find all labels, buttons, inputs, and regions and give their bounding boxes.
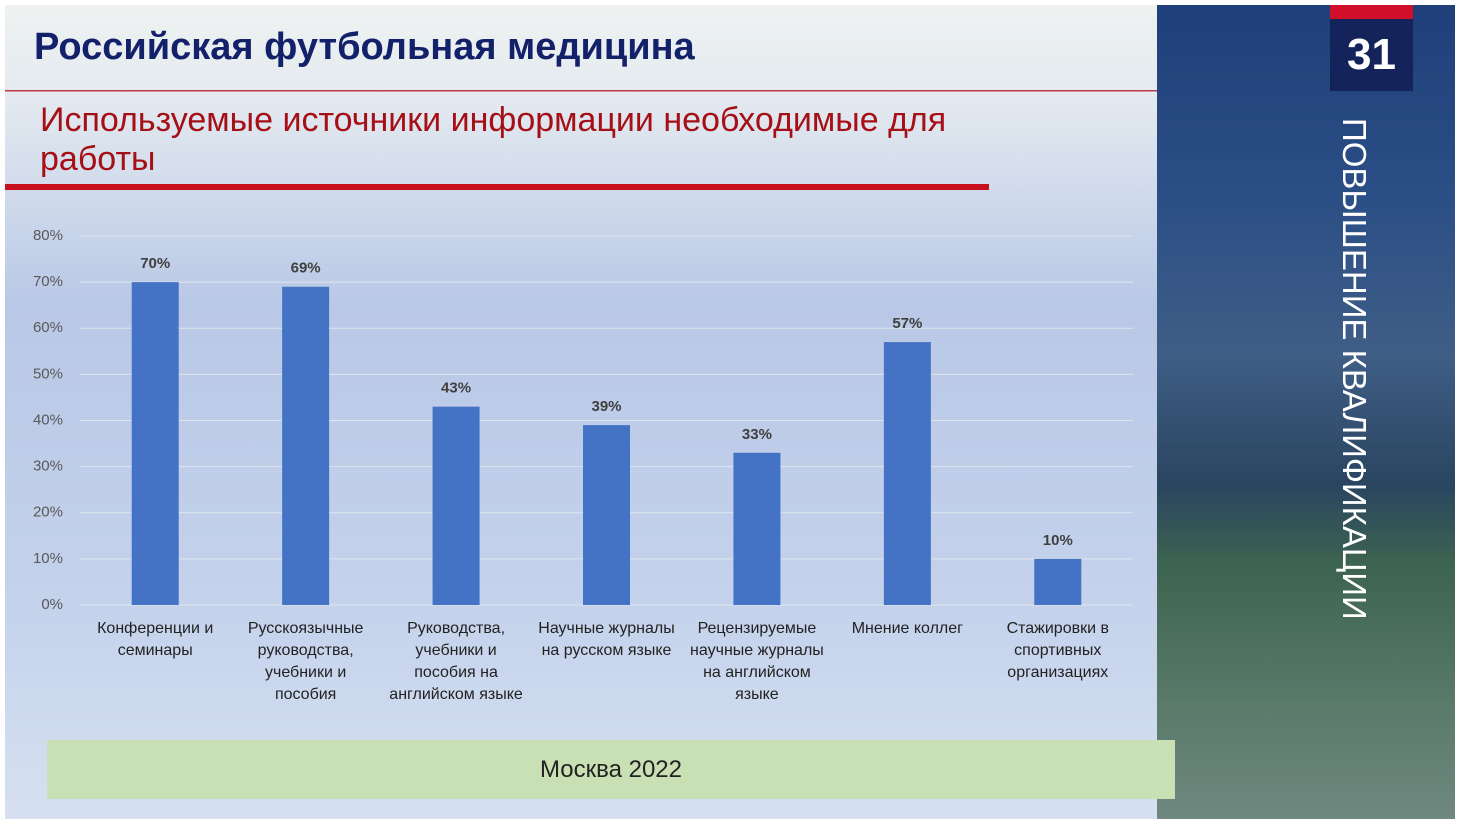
value-label: 69% — [291, 260, 321, 277]
divider — [5, 90, 1157, 92]
x-tick-label: Русскоязычные руководства, учебники и по… — [247, 620, 364, 703]
value-label: 70% — [140, 255, 170, 272]
x-tick-label: Мнение коллег — [851, 620, 963, 637]
y-tick-label: 10% — [33, 550, 63, 567]
chart-title: Используемые источники информации необхо… — [40, 101, 947, 178]
y-tick-label: 30% — [33, 458, 63, 475]
underline — [5, 184, 989, 190]
x-tick-label: Конференции и семинары — [97, 620, 214, 659]
footer: Москва 2022 — [47, 740, 1175, 799]
x-tick-label: Стажировки в спортивных организациях — [1006, 620, 1109, 681]
x-tick-label: Рецензируемые научные журналы на английс… — [690, 620, 824, 703]
value-label: 43% — [441, 380, 471, 397]
chart: 0% 10% 20% 30% 40% 50% 60% 70% 80% 70% 69% 43% 39% 33… — [5, 90, 1157, 613]
value-label: 39% — [591, 398, 621, 415]
value-label: 57% — [892, 315, 922, 332]
side-text: ПОВЫШЕНИЕ КВАЛИФИКАЦИИ — [1336, 118, 1373, 620]
bar — [131, 282, 179, 605]
value-label: 10% — [1043, 532, 1073, 549]
y-tick-label: 60% — [33, 319, 63, 336]
x-tick-label: Научные журналы на русском языке — [538, 620, 675, 659]
page-number: 31 — [1330, 5, 1413, 91]
bar — [883, 342, 931, 605]
value-label: 33% — [742, 426, 772, 443]
bar — [733, 452, 781, 605]
side-panel — [1157, 5, 1455, 819]
bar — [282, 286, 330, 605]
x-tick-label: Руководства, учебники и пособия на англи… — [389, 620, 523, 703]
bar — [1034, 558, 1082, 605]
y-tick-label: 40% — [33, 411, 63, 428]
bar — [432, 406, 480, 605]
y-tick-label: 20% — [33, 504, 63, 521]
content-panel — [5, 5, 1157, 819]
y-tick-label: 80% — [33, 227, 63, 244]
y-tick-label: 50% — [33, 365, 63, 382]
y-tick-label: 0% — [41, 596, 63, 613]
y-tick-label: 70% — [33, 273, 63, 290]
slide-title: Российская футбольная медицина — [34, 26, 695, 68]
bar — [583, 425, 630, 605]
